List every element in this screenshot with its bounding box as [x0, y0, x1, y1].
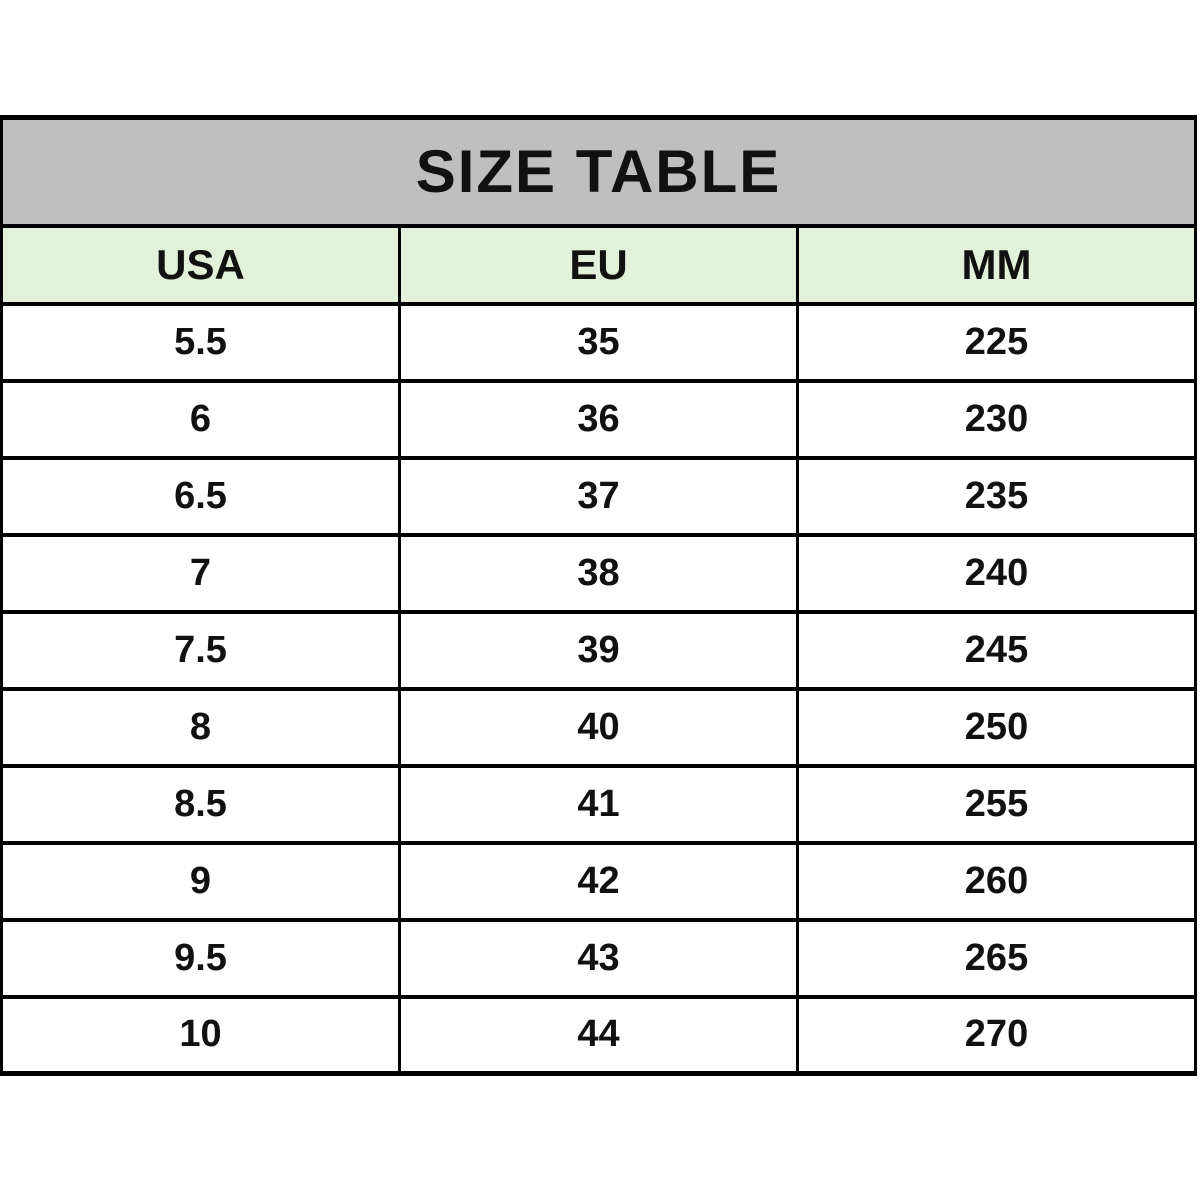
- cell-mm: 265: [796, 917, 1197, 999]
- cell-mm: 235: [796, 455, 1197, 537]
- cell-eu: 35: [398, 301, 799, 383]
- cell-usa: 6.5: [0, 455, 401, 537]
- table-row: 7.5 39 245: [0, 609, 1197, 691]
- cell-usa: 9.5: [0, 917, 401, 999]
- cell-eu: 41: [398, 763, 799, 845]
- cell-usa: 7: [0, 532, 401, 614]
- cell-mm: 245: [796, 609, 1197, 691]
- cell-usa: 9: [0, 840, 401, 922]
- table-row: 10 44 270: [0, 994, 1197, 1076]
- table-row: 8.5 41 255: [0, 763, 1197, 845]
- table-row: 7 38 240: [0, 532, 1197, 614]
- column-header-usa: USA: [0, 223, 401, 306]
- cell-usa: 10: [0, 994, 401, 1076]
- cell-eu: 44: [398, 994, 799, 1076]
- cell-eu: 36: [398, 378, 799, 460]
- cell-eu: 42: [398, 840, 799, 922]
- cell-eu: 43: [398, 917, 799, 999]
- table-row: 6.5 37 235: [0, 455, 1197, 537]
- cell-eu: 38: [398, 532, 799, 614]
- table-row: 6 36 230: [0, 378, 1197, 460]
- column-header-eu: EU: [398, 223, 799, 306]
- cell-usa: 8.5: [0, 763, 401, 845]
- table-row: 9 42 260: [0, 840, 1197, 922]
- cell-usa: 6: [0, 378, 401, 460]
- table-title: SIZE TABLE: [0, 115, 1197, 228]
- cell-mm: 240: [796, 532, 1197, 614]
- cell-mm: 230: [796, 378, 1197, 460]
- cell-mm: 260: [796, 840, 1197, 922]
- cell-eu: 37: [398, 455, 799, 537]
- table-row: 9.5 43 265: [0, 917, 1197, 999]
- column-header-mm: MM: [796, 223, 1197, 306]
- cell-mm: 250: [796, 686, 1197, 768]
- cell-eu: 39: [398, 609, 799, 691]
- table-row: 8 40 250: [0, 686, 1197, 768]
- title-row: SIZE TABLE: [0, 115, 1197, 228]
- cell-usa: 7.5: [0, 609, 401, 691]
- size-table: SIZE TABLE USA EU MM 5.5 35 225 6 36 230…: [0, 115, 1197, 1076]
- cell-mm: 270: [796, 994, 1197, 1076]
- cell-mm: 255: [796, 763, 1197, 845]
- cell-eu: 40: [398, 686, 799, 768]
- header-row: USA EU MM: [0, 223, 1197, 306]
- cell-usa: 8: [0, 686, 401, 768]
- cell-usa: 5.5: [0, 301, 401, 383]
- cell-mm: 225: [796, 301, 1197, 383]
- table-row: 5.5 35 225: [0, 301, 1197, 383]
